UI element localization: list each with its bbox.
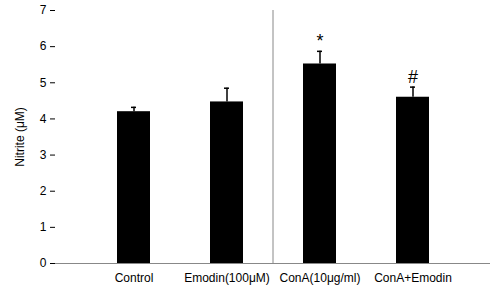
svg-text:0: 0 [40, 256, 47, 270]
svg-text:ConA+Emodin: ConA+Emodin [374, 271, 452, 285]
svg-text:5: 5 [40, 76, 47, 90]
svg-text:Emodin(100μM): Emodin(100μM) [184, 271, 270, 285]
svg-text:Control: Control [115, 271, 154, 285]
svg-text:2: 2 [40, 184, 47, 198]
svg-text:3: 3 [40, 148, 47, 162]
svg-text:#: # [408, 67, 418, 87]
svg-text:ConA(10μg/ml): ConA(10μg/ml) [280, 271, 361, 285]
svg-text:6: 6 [40, 39, 47, 53]
svg-text:Nitrite (μM): Nitrite (μM) [13, 107, 27, 167]
svg-text:*: * [316, 31, 323, 51]
svg-text:1: 1 [40, 220, 47, 234]
svg-text:4: 4 [40, 112, 47, 126]
svg-text:7: 7 [40, 3, 47, 17]
